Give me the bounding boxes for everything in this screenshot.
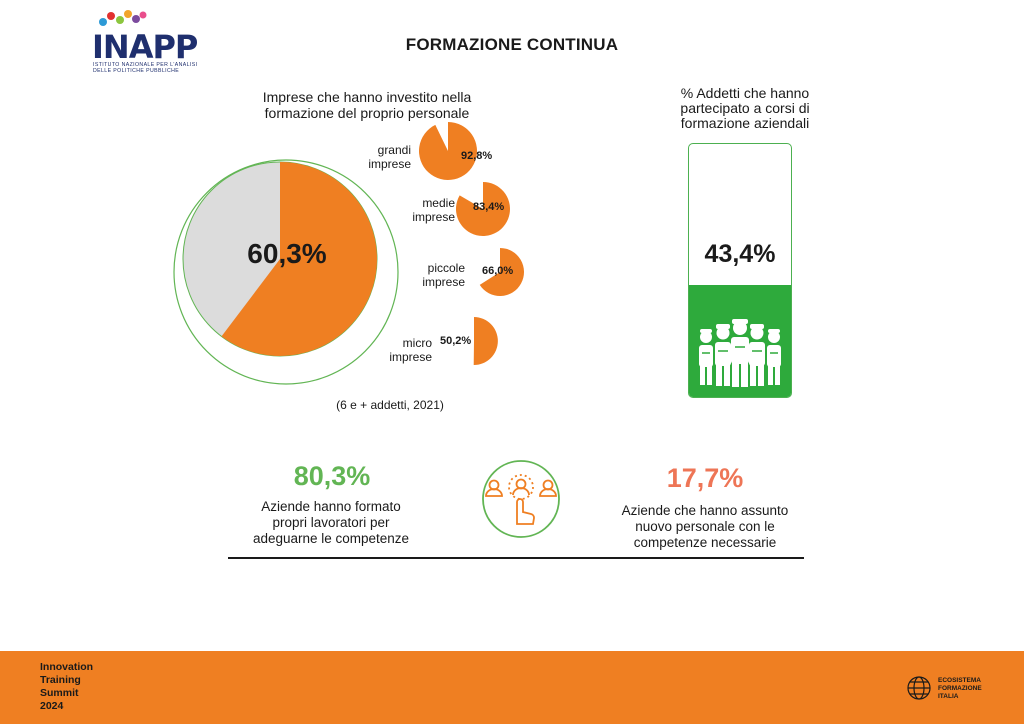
segment-label-micro: micro imprese <box>389 336 432 364</box>
page-title: FORMAZIONE CONTINUA <box>405 35 619 54</box>
logo-wordmark: INAPP <box>92 28 198 66</box>
footer-bar: Innovation Training Summit 2024 ECOSISTE… <box>0 651 1024 724</box>
new-hires-text: Aziende che hanno assunto nuovo personal… <box>621 503 789 550</box>
trained-workers-text: Aziende hanno formato propri lavoratori … <box>252 499 410 546</box>
logo-dots-icon <box>99 10 147 26</box>
hiring-click-icon <box>482 460 560 538</box>
trained-workers-value: 80,3% <box>293 461 371 491</box>
inapp-logo: INAPP ISTITUTO NAZIONALE PER L'ANALISI D… <box>92 10 202 75</box>
segment-label-medie: medie imprese <box>412 196 455 224</box>
workers-icon <box>699 319 781 387</box>
right-panel-title: % Addetti che hanno partecipato a corsi … <box>680 85 810 131</box>
total-pie-slice <box>221 162 377 356</box>
segment-value-grandi: 92,8% <box>461 150 493 162</box>
new-hires-value: 17,7% <box>666 463 744 493</box>
segment-label-grandi: grandi imprese <box>368 143 411 171</box>
segment-label-piccole: piccole imprese <box>422 261 465 289</box>
segment-pie-grandi <box>419 122 478 180</box>
segment-pie-medie <box>455 182 510 236</box>
segment-value-piccole: 66,0% <box>482 265 514 277</box>
outer-ring <box>173 159 399 385</box>
segment-pie-micro <box>473 317 498 366</box>
left-panel-title: Imprese che hanno investito nella formaz… <box>262 89 472 121</box>
gauge-percentage: 43,4% <box>704 240 776 268</box>
footnote: (6 e + addetti, 2021) <box>336 398 444 412</box>
segment-pie-piccole <box>479 248 525 296</box>
segment-value-medie: 83,4% <box>473 201 505 213</box>
divider-line <box>228 557 804 559</box>
globe-icon <box>907 676 931 700</box>
event-name: Innovation Training Summit 2024 <box>40 661 94 712</box>
total-percentage: 60,3% <box>247 238 327 269</box>
segment-value-micro: 50,2% <box>440 335 472 347</box>
logo-subtitle: ISTITUTO NAZIONALE PER L'ANALISI DELLE P… <box>93 62 198 74</box>
investment-chart <box>173 122 525 385</box>
